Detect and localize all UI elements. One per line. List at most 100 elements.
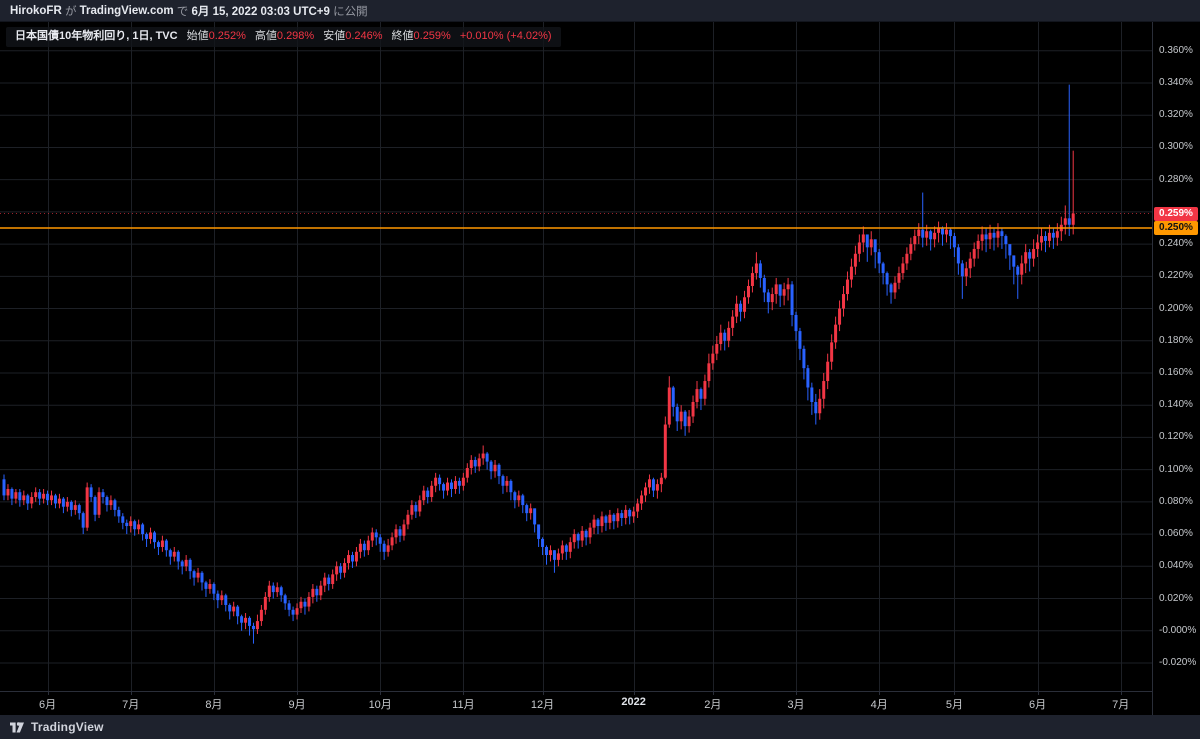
price-axis[interactable]: 0.360% 0.340% 0.320% 0.300% 0.280% 0.240% 0.22… [1152,22,1200,715]
chart-plot-area[interactable]: 日本国債10年物利回り, 1日, TVC 始値0.252% 高値0.298% 安… [0,22,1152,715]
candle-body [10,488,14,499]
candle-body [434,477,438,486]
candle-body [137,524,141,530]
candle-body [149,532,153,539]
candle-body [988,232,992,240]
tradingview-brand[interactable]: TradingView [31,720,104,734]
time-axis-month-label: 11月 [452,699,475,711]
candle-body [596,519,600,527]
candle-body [493,464,497,472]
time-axis-month-label: 4月 [870,699,888,711]
candle-body [636,503,640,512]
candle-body [362,543,366,551]
candle-body [358,543,362,552]
candle-body [929,231,933,240]
candle-body [168,550,172,557]
candle-body [952,236,956,248]
price-axis-label: 0.280% [1159,173,1193,185]
chart-legend[interactable]: 日本国債10年物利回り, 1日, TVC 始値0.252% 高値0.298% 安… [6,27,561,47]
candle-body [881,263,885,274]
candle-body [580,530,584,541]
candle-body [750,273,754,286]
candle-body [315,588,319,596]
candle-body [739,303,743,312]
candle-body [216,593,220,601]
candle-body [972,248,976,259]
candle-body [905,253,909,264]
tradingview-logo-icon[interactable] [10,721,25,734]
candle-body [754,263,758,274]
candle-body [921,229,925,238]
candle-body [109,500,113,506]
candle-body [204,582,208,589]
candle-body [271,585,275,593]
candle-body [909,244,913,254]
publisher-name[interactable]: HirokoFR [10,4,62,17]
price-axis-label: 0.220% [1159,270,1193,282]
candle-body [814,401,818,414]
candle-body [564,545,568,552]
candle-body [14,492,18,499]
candle-body [897,273,901,283]
candle-body [529,508,533,514]
publish-text: で [173,5,192,18]
candle-body [188,559,192,572]
candle-body [34,492,38,498]
price-badge: 0.250% [1154,221,1198,235]
candle-body [632,511,636,517]
candle-body [766,292,770,303]
price-axis-label: 0.140% [1159,399,1193,411]
candle-body [156,542,160,547]
time-axis-month-label: 3月 [787,699,805,711]
candle-body [695,389,699,402]
price-axis-label: 0.080% [1159,495,1193,507]
candle-body [576,534,580,541]
candlestick-chart-canvas[interactable] [0,22,1152,715]
candle-body [1036,242,1040,249]
candle-body [592,519,596,528]
candle-body [743,297,747,312]
candle-body [735,303,739,317]
candle-body [283,595,287,604]
candle-body [556,553,560,560]
candle-body [600,516,604,527]
candle-body [164,540,168,551]
footer-bar: TradingView [0,715,1200,739]
tradingview-link[interactable]: TradingView.com [79,4,174,17]
candle-body [65,501,69,507]
candle-body [647,479,651,488]
candle-body [449,482,453,489]
candle-body [861,234,865,243]
candle-body [968,258,972,269]
candle-body [469,459,473,469]
candle-body [335,566,339,575]
candle-body [877,252,881,264]
candle-body [220,595,224,601]
candle-body [1051,232,1055,238]
candle-body [699,389,703,399]
price-axis-label: 0.040% [1159,560,1193,572]
candle-body [152,532,156,543]
candle-body [394,529,398,538]
candle-body [192,571,196,578]
candle-body [572,534,576,543]
candle-body [473,459,477,467]
candle-body [267,585,271,597]
candle-body [663,424,667,478]
candle-body [366,540,370,551]
candle-body [347,555,351,564]
candle-body [1004,236,1008,245]
candle-body [1071,213,1075,225]
candle-body [956,247,960,264]
candle-body [1000,231,1004,237]
candle-body [263,596,267,610]
symbol-title[interactable]: 日本国債10年物利回り, 1日, TVC [15,30,178,42]
time-axis-month-label: 6月 [38,699,57,711]
candle-body [133,521,137,530]
candle-body [723,332,727,341]
candle-body [842,294,846,309]
candle-body [18,492,22,501]
candle-body [85,487,89,528]
candle-body [129,521,133,527]
candle-body [232,606,236,612]
